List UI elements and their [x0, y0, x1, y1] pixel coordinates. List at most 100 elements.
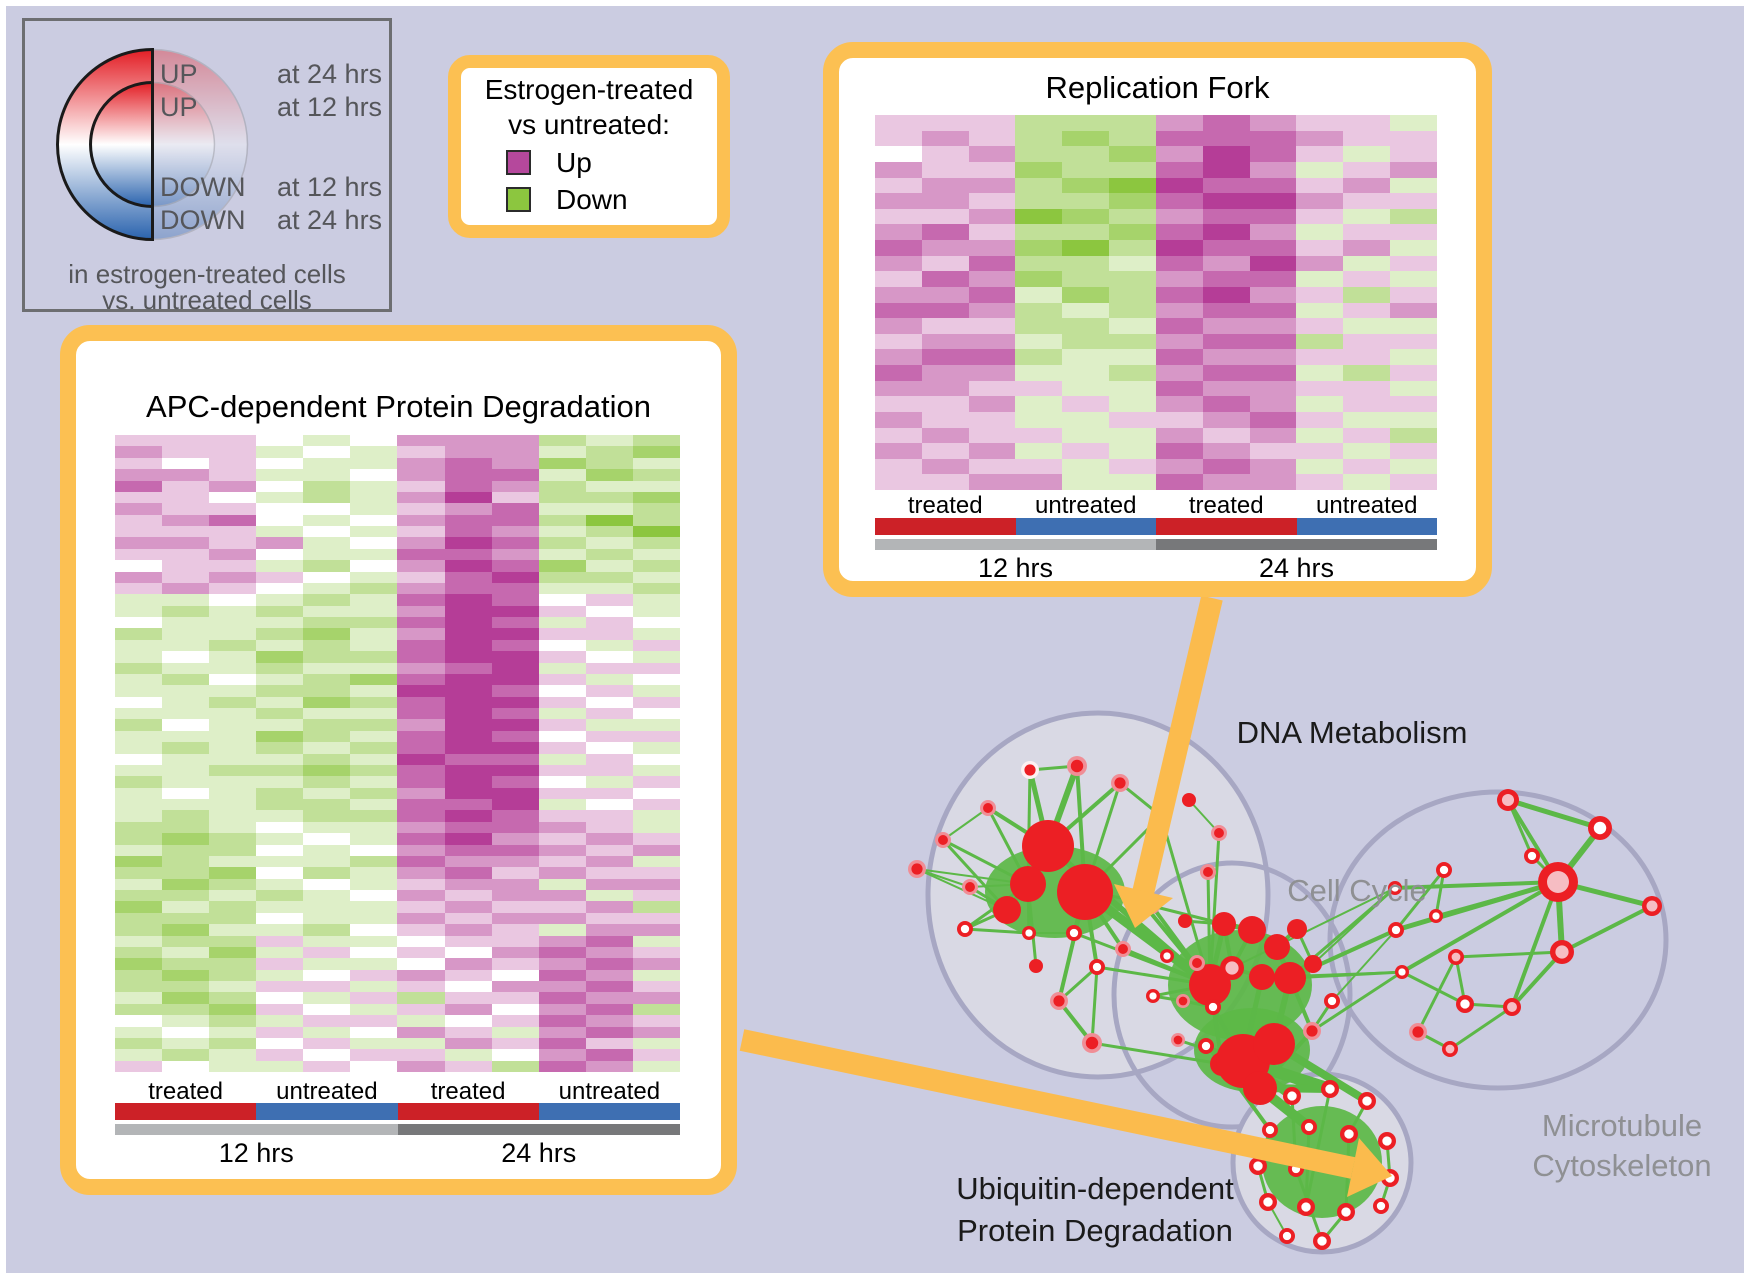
network-edge	[1435, 880, 1559, 918]
heatmap-cell	[444, 1015, 492, 1027]
heatmap-cell	[491, 469, 539, 481]
heatmap-cell	[444, 446, 492, 458]
heatmap-cell	[632, 1015, 680, 1027]
network-node-ring-center	[1208, 1002, 1218, 1012]
heatmap-cell	[585, 446, 633, 458]
heatmap-cell	[162, 548, 210, 561]
heatmap-cell	[115, 730, 163, 743]
heatmap-cell	[585, 708, 633, 720]
heatmap-cell	[1015, 115, 1063, 131]
network-edge	[1304, 1088, 1332, 1208]
cluster-label: Microtubule	[1542, 1108, 1702, 1143]
heatmap-cell	[632, 1026, 680, 1038]
heatmap-cell	[632, 708, 680, 720]
heatmap-cell	[875, 286, 922, 303]
heatmap-cell	[585, 594, 633, 606]
heatmap-cell	[1015, 193, 1063, 209]
heatmap-cell	[350, 992, 398, 1004]
network-node-ring-center	[1398, 968, 1406, 976]
heatmap-cell	[1390, 396, 1437, 412]
heatmap-cell	[115, 605, 163, 617]
heatmap-cell	[632, 617, 680, 629]
heatmap-cell	[256, 958, 304, 970]
heatmap-cell	[397, 753, 445, 765]
heatmap-cell	[538, 696, 586, 708]
heatmap-cell	[538, 457, 586, 470]
heatmap-cell	[585, 560, 633, 572]
heatmap-cell	[397, 742, 445, 754]
heatmap-cell	[397, 491, 445, 504]
network-node-ring-center	[1344, 1129, 1354, 1139]
heatmap-cell	[256, 901, 304, 913]
network-node-halo-center	[1053, 995, 1065, 1007]
heatmap-cell	[1202, 411, 1250, 428]
heatmap-cell	[303, 1049, 351, 1061]
heatmap-cell	[1249, 365, 1297, 381]
heatmap-cell	[115, 867, 163, 879]
heatmap-cell	[350, 526, 398, 538]
heatmap-cell	[303, 878, 351, 890]
network-node-solid	[1287, 919, 1307, 939]
heatmap-cell	[491, 764, 539, 777]
heatmap-cell	[1109, 240, 1156, 256]
heatmap-cell	[491, 890, 539, 902]
heatmap-cell	[162, 1037, 210, 1050]
heatmap-cell	[303, 912, 351, 925]
heatmap-cell	[256, 514, 304, 526]
network-edge	[1231, 887, 1396, 969]
heatmap-cell	[632, 605, 680, 617]
heatmap-cell	[1296, 427, 1344, 444]
heatmap-cell	[256, 992, 304, 1004]
heatmap-cell	[1390, 474, 1437, 490]
heatmap-cell	[397, 617, 445, 629]
legend-direction: DOWN	[160, 172, 246, 202]
legend-footer-line1: in estrogen-treated cells	[68, 259, 346, 289]
heatmap-cell	[632, 821, 680, 834]
heatmap-cell	[1062, 333, 1110, 350]
heatmap-cell	[632, 696, 680, 708]
heatmap-cell	[115, 958, 163, 970]
heatmap-cell	[256, 491, 304, 504]
heatmap-cell	[968, 115, 1016, 131]
network-edge	[1561, 904, 1653, 954]
heatmap-cell	[921, 349, 969, 365]
heatmap-cell	[1109, 411, 1156, 428]
heatmap-cell	[303, 855, 351, 868]
heatmap-cell	[538, 514, 586, 526]
heatmap-cell	[397, 935, 445, 947]
heatmap-cell	[491, 571, 539, 583]
heatmap-cell	[1249, 349, 1297, 365]
heatmap-cell	[632, 560, 680, 572]
heatmap-cell	[491, 901, 539, 913]
network-node-solid	[993, 896, 1021, 924]
heatmap-cell	[1296, 193, 1344, 209]
up-label: Up	[556, 147, 592, 178]
heatmap-cell	[444, 935, 492, 947]
heatmap-cell	[585, 855, 633, 868]
heatmap-cell	[162, 810, 210, 822]
heatmap-cell	[1202, 255, 1250, 272]
heatmap-cell	[1390, 318, 1437, 334]
heatmap-cell	[303, 924, 351, 936]
heatmap-cell	[632, 673, 680, 686]
heatmap-cell	[209, 651, 257, 663]
heatmap-cell	[209, 446, 257, 458]
heatmap-cell	[115, 878, 163, 890]
heatmap-cell	[491, 935, 539, 947]
heatmap-cell	[303, 605, 351, 617]
heatmap-cell	[256, 890, 304, 902]
heatmap-cell	[1249, 224, 1297, 240]
heatmap-cell	[1062, 458, 1110, 475]
heatmap-cell	[491, 981, 539, 993]
heatmap-cell	[350, 764, 398, 777]
heatmap-cell	[303, 776, 351, 788]
heatmap-cell	[968, 224, 1016, 240]
heatmap-cell	[1202, 349, 1250, 365]
heatmap-cell	[968, 380, 1016, 397]
heatmap-cell	[875, 427, 922, 444]
heatmap-cell	[921, 255, 969, 272]
heatmap-cell	[491, 560, 539, 572]
heatmap-cell	[1296, 130, 1344, 147]
rf-treatment-bar	[875, 518, 1437, 535]
apc-group-labels: treated untreated treated untreated	[115, 1078, 680, 1106]
